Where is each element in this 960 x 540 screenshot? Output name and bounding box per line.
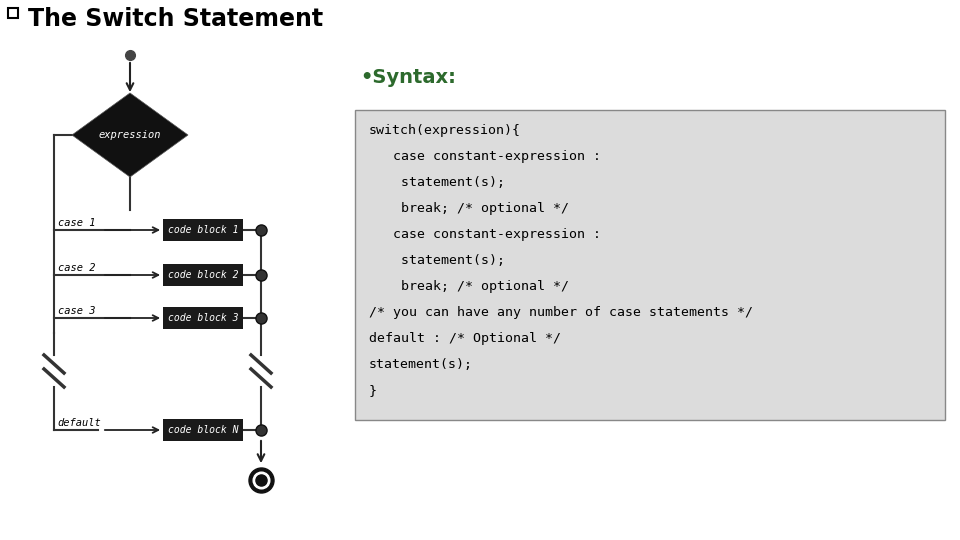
Text: switch(expression){: switch(expression){ <box>369 124 521 137</box>
Text: code block 3: code block 3 <box>168 313 238 323</box>
Text: break; /* optional */: break; /* optional */ <box>369 280 569 293</box>
Text: statement(s);: statement(s); <box>369 358 473 371</box>
Polygon shape <box>72 93 188 177</box>
Text: code block N: code block N <box>168 425 238 435</box>
Text: default: default <box>57 418 101 428</box>
Text: •Syntax:: •Syntax: <box>360 68 456 87</box>
FancyBboxPatch shape <box>8 8 18 18</box>
Text: break; /* optional */: break; /* optional */ <box>369 202 569 215</box>
FancyBboxPatch shape <box>163 307 243 329</box>
Text: case 3: case 3 <box>58 306 95 316</box>
Text: }: } <box>369 384 377 397</box>
Text: expression: expression <box>99 130 161 140</box>
Text: code block 1: code block 1 <box>168 225 238 235</box>
FancyBboxPatch shape <box>355 110 945 420</box>
FancyBboxPatch shape <box>163 419 243 441</box>
FancyBboxPatch shape <box>163 264 243 286</box>
FancyBboxPatch shape <box>163 219 243 241</box>
Text: statement(s);: statement(s); <box>369 254 505 267</box>
Text: case constant-expression :: case constant-expression : <box>369 228 601 241</box>
Text: case 1: case 1 <box>58 218 95 228</box>
Text: case constant-expression :: case constant-expression : <box>369 150 601 163</box>
Text: code block 2: code block 2 <box>168 270 238 280</box>
Text: The Switch Statement: The Switch Statement <box>28 7 324 31</box>
Text: default : /* Optional */: default : /* Optional */ <box>369 332 561 345</box>
Text: case 2: case 2 <box>58 263 95 273</box>
Text: statement(s);: statement(s); <box>369 176 505 189</box>
Text: /* you can have any number of case statements */: /* you can have any number of case state… <box>369 306 753 319</box>
